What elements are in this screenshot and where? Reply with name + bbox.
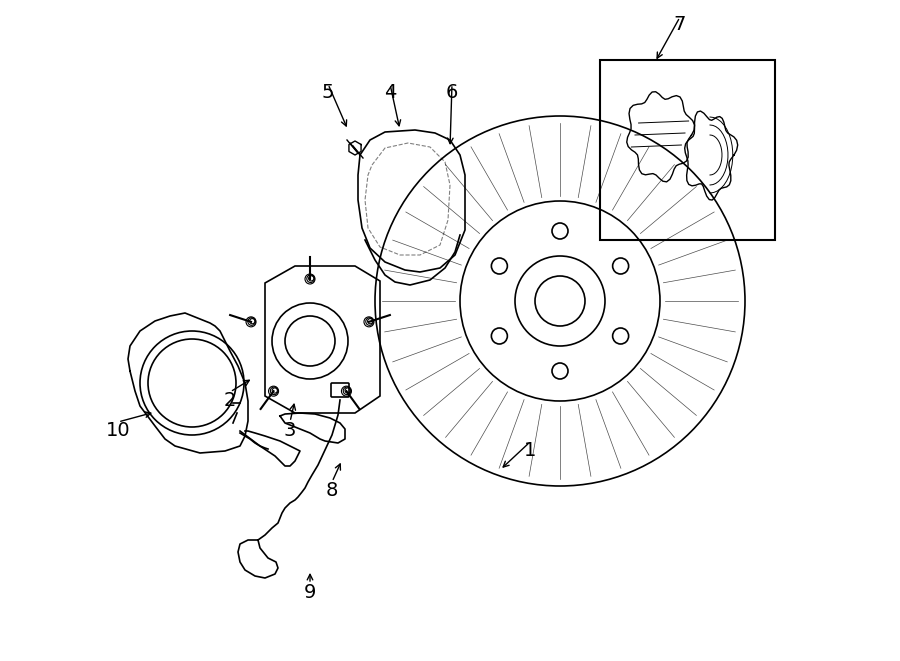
Text: 10: 10 [105, 420, 130, 440]
Text: 7: 7 [674, 15, 686, 34]
Text: 3: 3 [284, 420, 296, 440]
Text: 2: 2 [224, 391, 236, 410]
Text: 5: 5 [322, 83, 334, 102]
Bar [600, 60, 775, 240]
Text: 1: 1 [524, 440, 536, 459]
Text: 4: 4 [383, 83, 396, 102]
Text: 9: 9 [304, 582, 316, 602]
Text: 6: 6 [446, 83, 458, 102]
Text: 8: 8 [326, 481, 338, 500]
